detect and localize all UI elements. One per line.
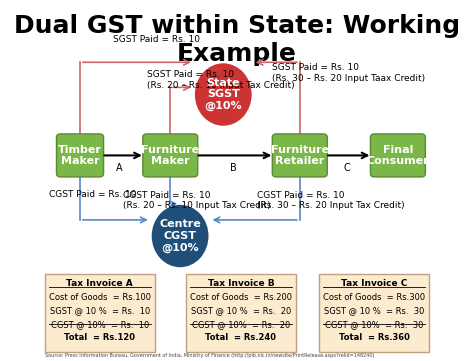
Ellipse shape — [194, 62, 253, 127]
Text: Tax Invoice A: Tax Invoice A — [66, 279, 133, 288]
Text: SGST Paid = Rs. 10
(Rs. 30 – Rs. 20 Input Taax Credit): SGST Paid = Rs. 10 (Rs. 30 – Rs. 20 Inpu… — [273, 63, 426, 83]
Text: Dual GST within State: Working
Example: Dual GST within State: Working Example — [14, 14, 460, 66]
Text: Cost of Goods  = Rs.300: Cost of Goods = Rs.300 — [323, 293, 426, 302]
Text: SGST @ 10 %  = Rs.  30: SGST @ 10 % = Rs. 30 — [324, 306, 425, 315]
Text: SGST @ 10 %  = Rs.  20: SGST @ 10 % = Rs. 20 — [191, 306, 291, 315]
Text: Furniture
Maker: Furniture Maker — [141, 145, 200, 166]
Text: Cost of Goods  = Rs.100: Cost of Goods = Rs.100 — [49, 293, 151, 302]
Text: SGST @ 10 %  = Rs.  10: SGST @ 10 % = Rs. 10 — [49, 306, 150, 315]
Text: Timber
Maker: Timber Maker — [58, 145, 102, 166]
Text: Total  = Rs.240: Total = Rs.240 — [205, 334, 276, 343]
FancyBboxPatch shape — [186, 274, 296, 352]
Text: SGST Paid = Rs. 10
(Rs. 20 – Rs. 10 Input Tax Credit): SGST Paid = Rs. 10 (Rs. 20 – Rs. 10 Inpu… — [147, 70, 294, 90]
Text: CGST Paid = Rs. 10: CGST Paid = Rs. 10 — [49, 190, 136, 199]
FancyBboxPatch shape — [45, 274, 155, 352]
FancyBboxPatch shape — [319, 274, 429, 352]
Text: C: C — [344, 163, 350, 173]
FancyBboxPatch shape — [273, 134, 327, 177]
Text: Cost of Goods  = Rs.200: Cost of Goods = Rs.200 — [190, 293, 292, 302]
Text: Total  = Rs.120: Total = Rs.120 — [64, 334, 135, 343]
Text: Furniture
Retailer: Furniture Retailer — [271, 145, 329, 166]
Text: State
SGST
@10%: State SGST @10% — [204, 78, 242, 111]
Text: CGST @ 10%  = Rs.  20: CGST @ 10% = Rs. 20 — [192, 320, 290, 329]
Text: CGST Paid = Rs. 10
(Rs. 20 – Rs. 10 Input Tax Credit): CGST Paid = Rs. 10 (Rs. 20 – Rs. 10 Inpu… — [123, 191, 271, 210]
Ellipse shape — [151, 204, 210, 268]
FancyBboxPatch shape — [371, 134, 425, 177]
Text: Centre
CGST
@10%: Centre CGST @10% — [159, 219, 201, 253]
Text: B: B — [230, 163, 237, 173]
Text: Source: Press Information Bureau, Government of India, Ministry of Finance (http: Source: Press Information Bureau, Govern… — [45, 353, 374, 358]
Text: CGST @ 10%  = Rs.  30: CGST @ 10% = Rs. 30 — [325, 320, 424, 329]
Text: CGST Paid = Rs. 10
(Rs. 30 – Rs. 20 Input Tax Credit): CGST Paid = Rs. 10 (Rs. 30 – Rs. 20 Inpu… — [256, 191, 404, 210]
Text: Tax Invoice C: Tax Invoice C — [341, 279, 408, 288]
FancyBboxPatch shape — [143, 134, 198, 177]
Text: CGST @ 10%  = Rs.  10: CGST @ 10% = Rs. 10 — [51, 320, 149, 329]
Text: SGST Paid = Rs. 10: SGST Paid = Rs. 10 — [113, 35, 201, 44]
Text: Total  = Rs.360: Total = Rs.360 — [339, 334, 410, 343]
Text: A: A — [116, 163, 123, 173]
Text: Tax Invoice B: Tax Invoice B — [208, 279, 274, 288]
FancyBboxPatch shape — [56, 134, 103, 177]
Text: Final
Consumer: Final Consumer — [366, 145, 429, 166]
